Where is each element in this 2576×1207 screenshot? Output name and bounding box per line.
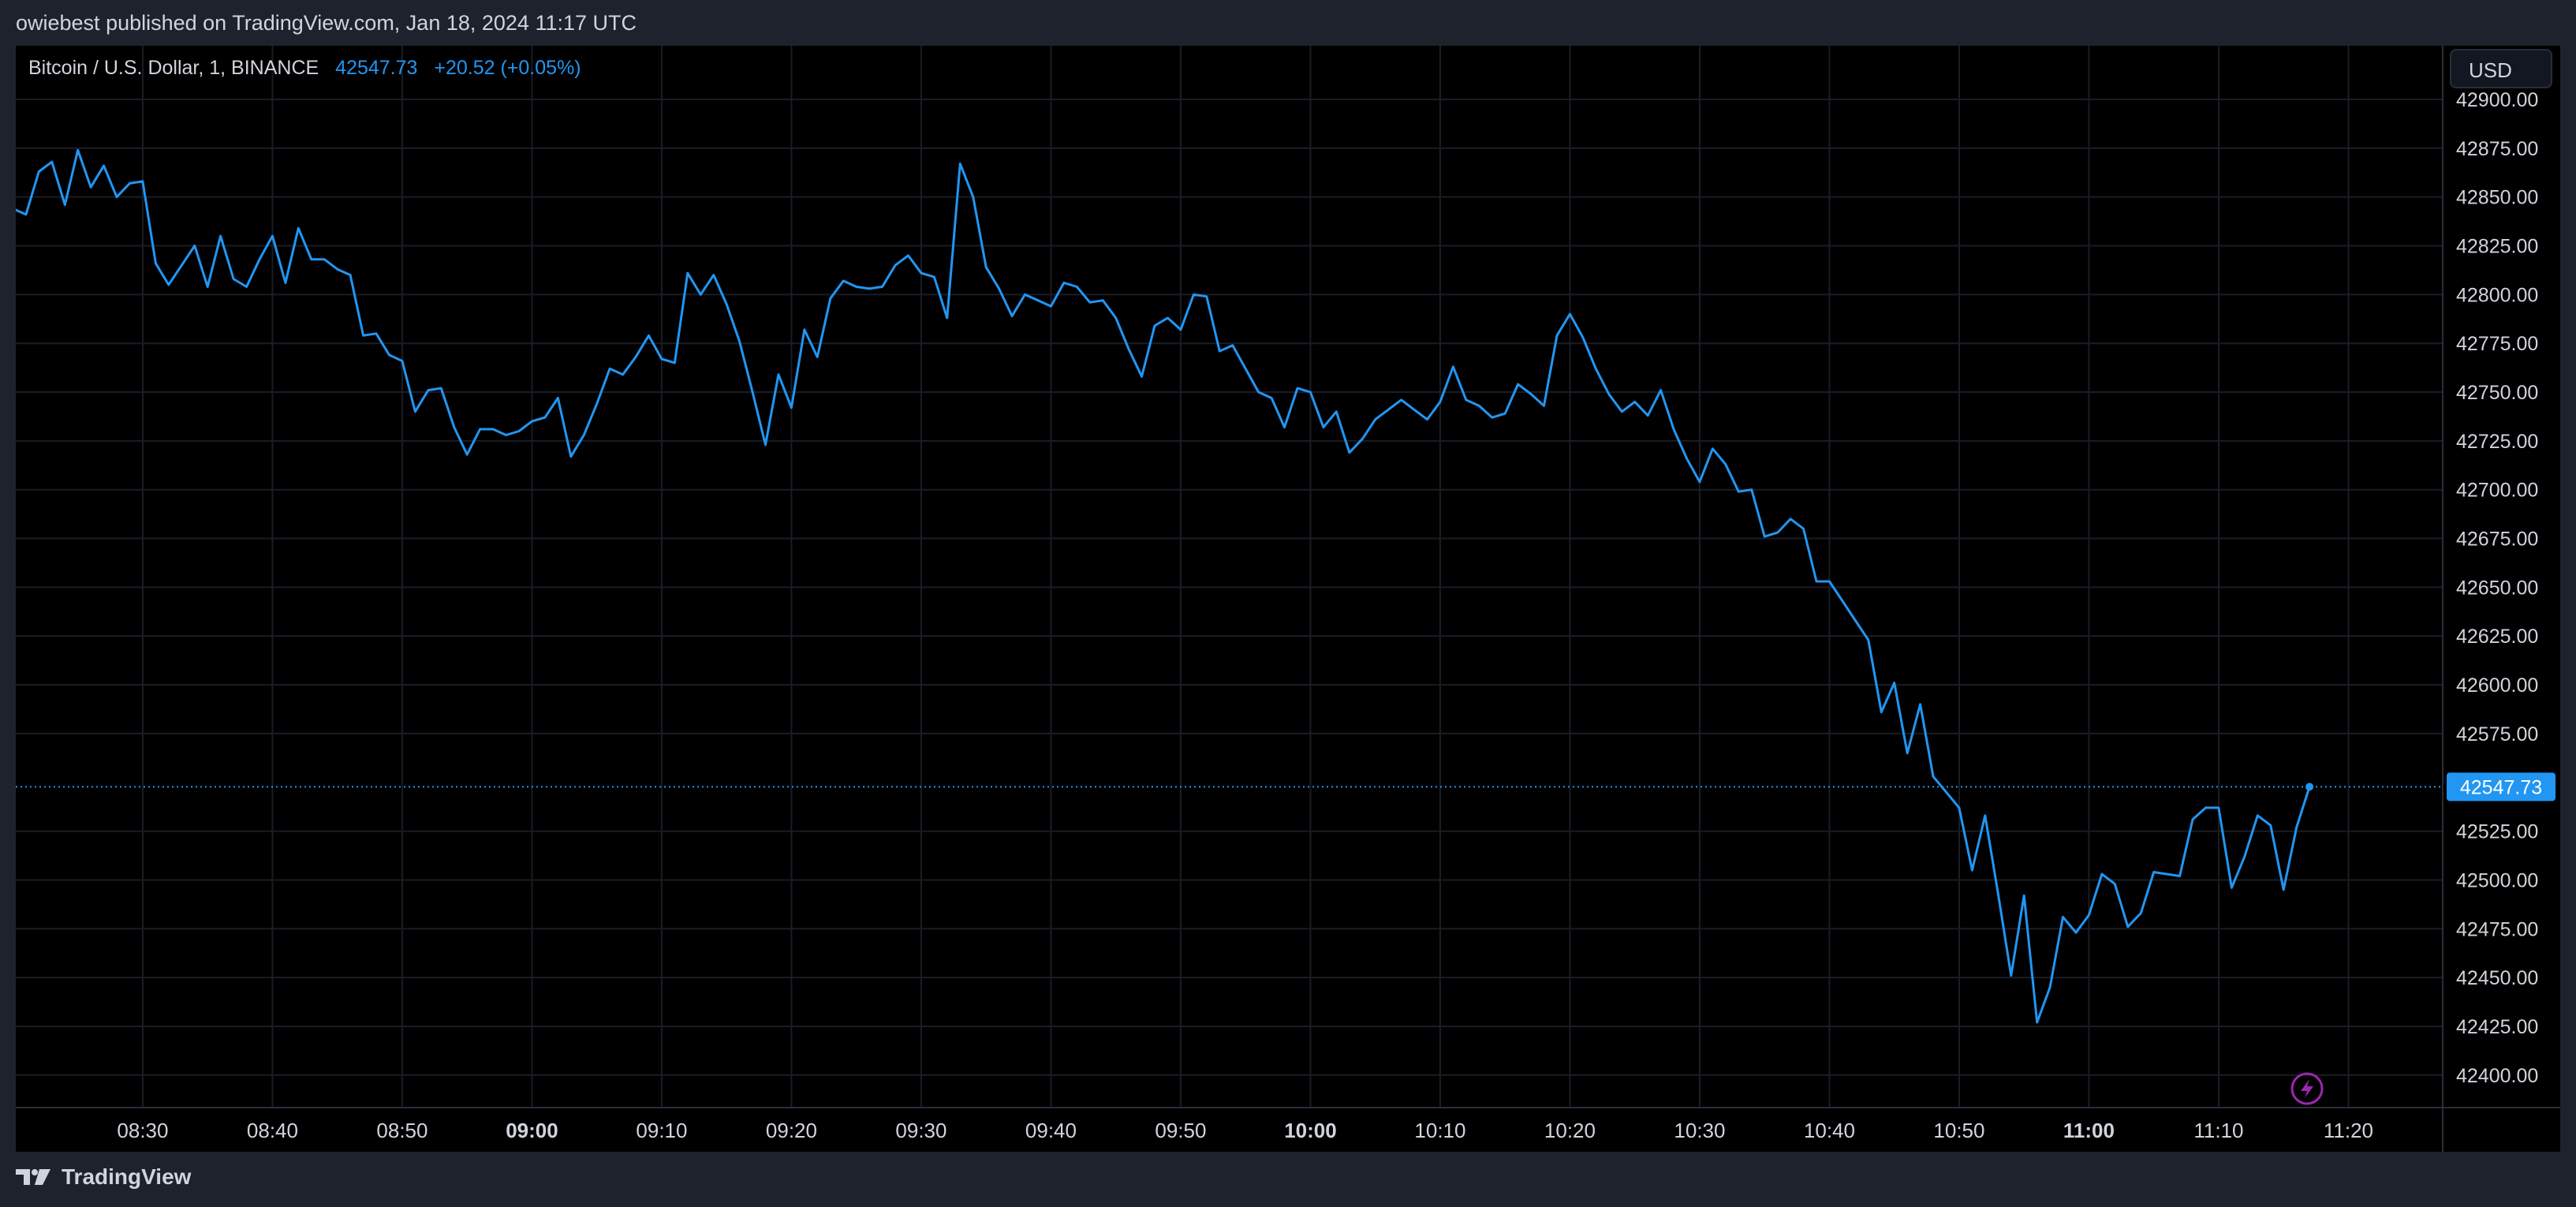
price-tick-label: 42875.00 [2456,138,2538,160]
series-line [16,148,2311,1024]
time-tick-label: 10:00 [1284,1119,1337,1142]
last-price-marker: 42547.73 [16,772,2555,802]
legend-change: +20.52 (+0.05%) [434,57,581,79]
price-tick-label: 42400.00 [2456,1065,2538,1087]
time-tick-label: 09:50 [1155,1119,1206,1142]
time-tick-label: 10:10 [1414,1119,1465,1142]
published-info-text: owiebest published on TradingView.com, J… [16,11,637,35]
price-tick-label: 42500.00 [2456,869,2538,891]
last-price-label: 42547.73 [2460,776,2542,798]
price-tick-label: 42575.00 [2456,723,2538,746]
price-chart[interactable]: 42400.00 42425.00 42450.00 42475.00 42500.00… [16,46,2560,1152]
legend-price: 42547.73 [335,57,418,79]
time-tick-label: 08:40 [247,1119,298,1142]
price-series [16,148,2314,1024]
last-point-dot [2305,783,2314,791]
price-tick-label: 42775.00 [2456,333,2538,355]
time-tick-label: 10:20 [1544,1119,1596,1142]
footer-brand[interactable]: TradingView [16,1164,191,1190]
price-axis[interactable]: 42400.00 42425.00 42450.00 42475.00 42500.00… [2456,89,2538,1087]
chart-pane[interactable]: 42400.00 42425.00 42450.00 42475.00 42500.00… [16,46,2560,1152]
price-tick-label: 42425.00 [2456,1016,2538,1038]
price-tick-label: 42900.00 [2456,89,2538,111]
price-tick-label: 42475.00 [2456,918,2538,940]
price-tick-label: 42525.00 [2456,821,2538,843]
time-tick-label: 09:10 [636,1119,687,1142]
time-tick-label: 08:50 [376,1119,427,1142]
price-tick-label: 42700.00 [2456,480,2538,502]
price-tick-label: 42675.00 [2456,529,2538,551]
grid-lines [16,46,2443,1108]
time-tick-label: 10:50 [1933,1119,1984,1142]
time-tick-label: 11:00 [2063,1119,2115,1142]
price-tick-label: 42750.00 [2456,382,2538,404]
publish-header: owiebest published on TradingView.com, J… [0,0,2576,44]
time-tick-label: 09:40 [1025,1119,1077,1142]
currency-button[interactable]: USD [2450,49,2552,88]
price-tick-label: 42450.00 [2456,967,2538,989]
brand-name: TradingView [62,1164,192,1189]
price-tick-label: 42825.00 [2456,236,2538,258]
time-tick-label: 11:10 [2193,1119,2243,1142]
price-tick-label: 42800.00 [2456,284,2538,306]
time-axis[interactable]: 08:30 08:40 08:50 09:00 09:10 09:20 09:30 09:40… [117,1119,2373,1142]
price-tick-label: 42625.00 [2456,626,2538,648]
tradingview-logo-icon [16,1169,50,1185]
time-tick-label: 10:30 [1674,1119,1725,1142]
time-tick-label: 11:20 [2324,1119,2373,1142]
price-tick-label: 42725.00 [2456,431,2538,453]
lightning-icon[interactable] [2290,1072,2324,1105]
time-tick-label: 09:20 [766,1119,817,1142]
last-price-badge [2447,772,2555,802]
time-tick-label: 08:30 [117,1119,168,1142]
time-tick-label: 09:30 [895,1119,946,1142]
time-tick-label: 10:40 [1804,1119,1855,1142]
price-tick-label: 42650.00 [2456,577,2538,599]
price-tick-label: 42850.00 [2456,187,2538,209]
footer-bar [0,1152,2576,1207]
chart-legend: Bitcoin / U.S. Dollar, 1, BINANCE 42547.… [28,57,581,80]
time-tick-label: 09:00 [506,1119,558,1142]
symbol-title[interactable]: Bitcoin / U.S. Dollar, 1, BINANCE [28,57,319,79]
price-tick-label: 42600.00 [2456,674,2538,697]
